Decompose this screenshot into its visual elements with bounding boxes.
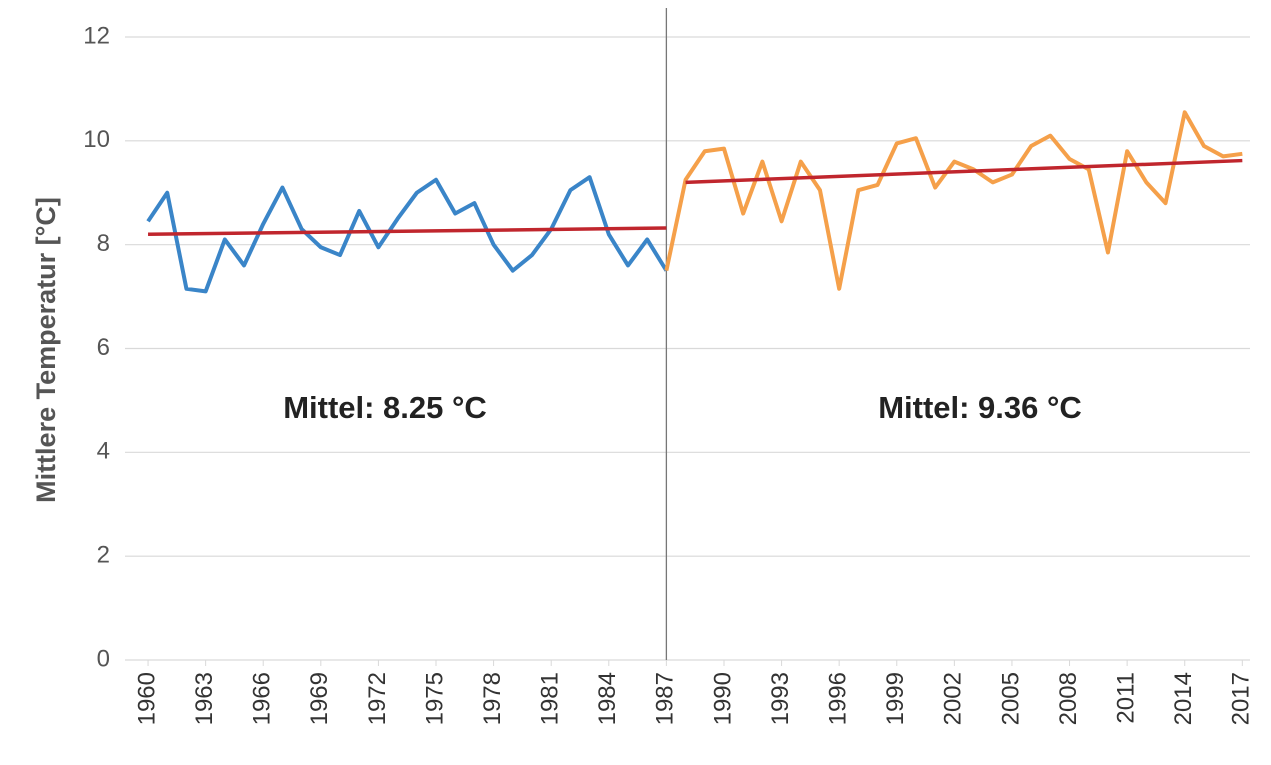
x-tick-label: 1963 xyxy=(191,672,218,725)
series-line xyxy=(146,175,669,294)
x-tick-label: 1987 xyxy=(652,672,679,725)
x-tick-label: 1969 xyxy=(306,672,333,725)
y-tick-label: 4 xyxy=(97,438,110,465)
y-tick-label: 6 xyxy=(97,334,110,361)
trend-line xyxy=(148,226,667,237)
y-axis-label: Mittlere Temperatur [°C] xyxy=(31,197,61,503)
x-tick-label: 2002 xyxy=(940,672,967,725)
x-tick-label: 1975 xyxy=(421,672,448,725)
annotation: Mittel: 8.25 °C xyxy=(283,390,487,425)
y-tick-label: 12 xyxy=(83,22,110,49)
x-tick-label: 2017 xyxy=(1228,672,1255,725)
y-tick-label: 8 xyxy=(97,230,110,257)
y-tick-label: 10 xyxy=(83,126,110,153)
series-line xyxy=(664,110,1243,291)
x-tick-label: 2008 xyxy=(1055,672,1082,725)
x-tick-label: 2014 xyxy=(1170,672,1197,725)
x-tick-label: 1993 xyxy=(767,672,794,725)
x-tick-label: 1981 xyxy=(537,672,564,725)
x-tick-label: 1990 xyxy=(709,672,736,725)
y-tick-label: 0 xyxy=(97,645,110,672)
y-tick-label: 2 xyxy=(97,542,110,569)
x-tick-label: 1996 xyxy=(825,672,852,725)
x-tick-label: 2011 xyxy=(1112,672,1139,724)
x-tick-label: 1972 xyxy=(364,672,391,725)
x-tick-label: 1978 xyxy=(479,672,506,725)
trend-line xyxy=(685,158,1243,185)
x-tick-label: 1984 xyxy=(594,672,621,725)
x-tick-label: 1960 xyxy=(133,672,160,725)
x-tick-label: 1966 xyxy=(249,672,276,725)
annotation: Mittel: 9.36 °C xyxy=(878,390,1082,425)
x-tick-label: 2005 xyxy=(997,672,1024,725)
x-tick-label: 1999 xyxy=(882,672,909,725)
